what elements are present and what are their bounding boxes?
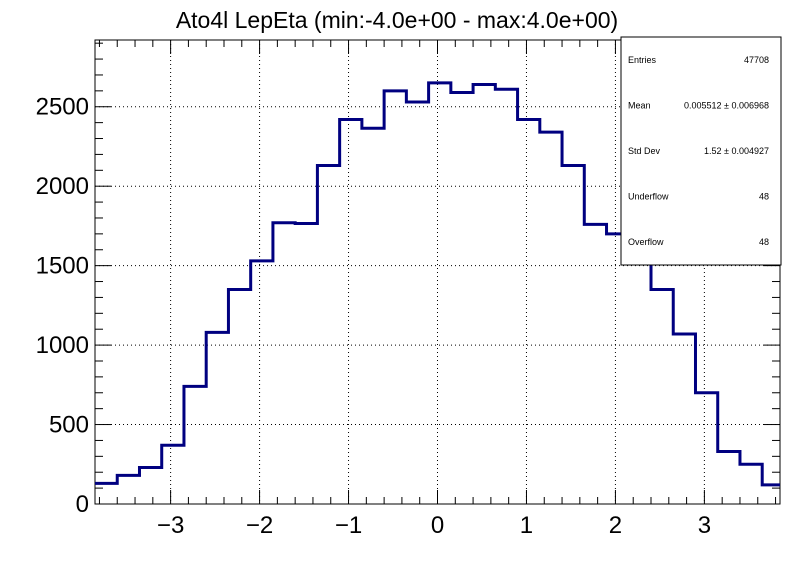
histogram-bin (762, 485, 780, 504)
histogram-bin (340, 119, 362, 504)
y-tick-label: 1500 (36, 253, 89, 280)
x-tick-label: −3 (157, 512, 184, 539)
histogram-bin (317, 166, 339, 504)
y-tick-label: 500 (49, 412, 89, 439)
grid-layer (95, 40, 780, 504)
histogram-bin (740, 464, 762, 504)
histogram-bin (139, 467, 161, 504)
histogram-bin (362, 128, 384, 504)
stats-row-label: Entries (628, 55, 657, 65)
histogram-bin (206, 332, 228, 504)
x-tick-label: 3 (698, 512, 711, 539)
histogram-bin (584, 224, 606, 504)
histogram-bin (673, 334, 695, 504)
histogram-bin (162, 445, 184, 504)
histogram-bin (251, 261, 273, 504)
histogram-bin (718, 452, 740, 504)
histogram-bin (695, 393, 717, 504)
stats-row-value: 48 (759, 192, 769, 202)
stats-row-value: 1.52 ± 0.004927 (704, 146, 769, 156)
histogram-bin (117, 475, 139, 504)
y-tick-label: 0 (76, 491, 89, 518)
histogram-bin (518, 119, 540, 504)
histogram-bin (184, 386, 206, 504)
x-tick-label: −1 (335, 512, 362, 539)
histogram-bin (228, 289, 250, 504)
histogram-bin (562, 166, 584, 504)
histogram-bin (384, 91, 406, 504)
x-tick-label: 2 (609, 512, 622, 539)
histogram-bin (451, 92, 473, 504)
x-tick-label: −2 (246, 512, 273, 539)
y-tick-label: 2500 (36, 94, 89, 121)
histogram-bin (651, 289, 673, 504)
x-tick-label: 0 (431, 512, 444, 539)
histogram-bin (429, 83, 451, 504)
histogram-bin (473, 84, 495, 504)
y-tick-label: 1000 (36, 332, 89, 359)
stats-row-value: 48 (759, 237, 769, 247)
histogram-bin (95, 483, 117, 504)
stats-row-label: Mean (628, 100, 651, 110)
histogram-bin (495, 89, 517, 504)
histogram-bin (607, 234, 629, 504)
stats-row-label: Underflow (628, 192, 669, 202)
histogram-layer (95, 81, 780, 504)
histogram-bin (540, 132, 562, 504)
histogram-series-line (95, 81, 780, 487)
histogram-bin (273, 223, 295, 504)
stats-box: Entries 47708 Mean 0.005512 ± 0.006968 Std D… (620, 36, 782, 266)
stats-row-value: 0.005512 ± 0.006968 (684, 100, 769, 110)
stats-row-label: Overflow (628, 237, 664, 247)
histogram-bin (295, 224, 317, 504)
x-tick-label: 1 (520, 512, 533, 539)
stats-row-label: Std Dev (628, 146, 661, 156)
histogram-bin (406, 102, 428, 504)
stats-box-frame (620, 36, 782, 266)
y-tick-label: 2000 (36, 173, 89, 200)
stats-row-value: 47708 (744, 55, 769, 65)
chart-title: Ato4l LepEta (min:-4.0e+00 - max:4.0e+00… (176, 7, 618, 33)
histogram-bin (629, 253, 651, 504)
